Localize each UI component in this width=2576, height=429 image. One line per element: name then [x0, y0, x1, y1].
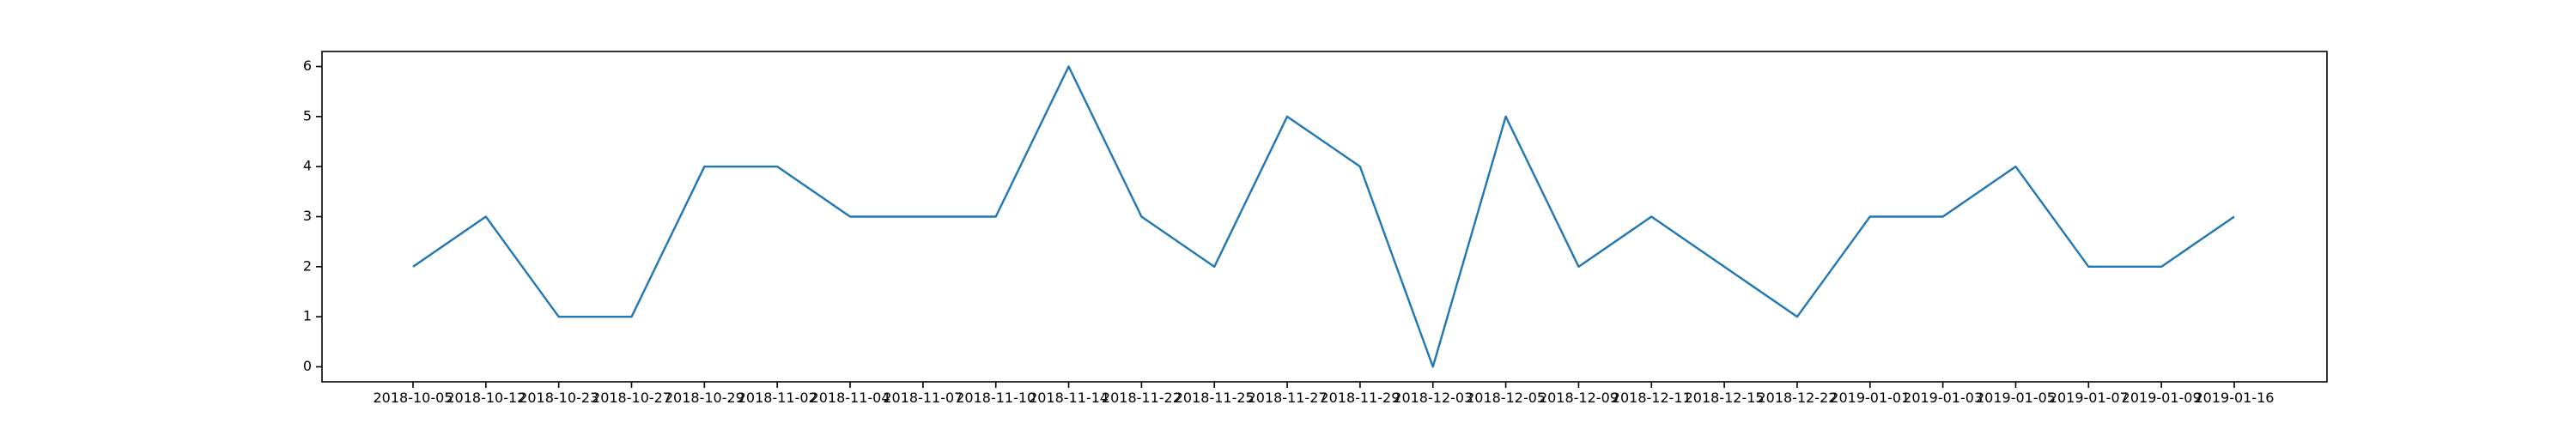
x-tick-label: 2018-12-11 — [1612, 390, 1692, 406]
y-tick-label: 1 — [303, 308, 312, 324]
x-tick-label: 2018-12-22 — [1757, 390, 1837, 406]
x-tick-label: 2018-11-27 — [1248, 390, 1327, 406]
plot-frame — [321, 51, 2328, 383]
x-tick-label: 2018-11-07 — [883, 390, 963, 406]
x-tick-label: 2018-10-05 — [374, 390, 453, 406]
x-tick-label: 2018-11-04 — [811, 390, 890, 406]
x-tick-label: 2019-01-01 — [1830, 390, 1910, 406]
x-tick-label: 2018-10-29 — [665, 390, 744, 406]
x-tick-label: 2019-01-05 — [1976, 390, 2056, 406]
series-line — [412, 65, 2235, 368]
x-tick-label: 2019-01-07 — [2049, 390, 2129, 406]
x-tick-label: 2018-12-03 — [1393, 390, 1473, 406]
y-axis: 0 1 2 3 4 5 6 — [303, 57, 322, 374]
x-tick-label: 2018-12-05 — [1466, 390, 1546, 406]
x-tick-label: 2018-10-12 — [446, 390, 526, 406]
y-tick-label: 6 — [303, 57, 312, 74]
x-tick-label: 2018-12-15 — [1685, 390, 1765, 406]
x-tick-label: 2018-11-10 — [956, 390, 1036, 406]
x-tick-label: 2018-11-14 — [1029, 390, 1109, 406]
x-tick-label: 2019-01-03 — [1903, 390, 1983, 406]
x-tick-label: 2018-11-25 — [1175, 390, 1255, 406]
x-tick-label: 2018-11-29 — [1320, 390, 1400, 406]
x-tick-label: 2019-01-16 — [2195, 390, 2275, 406]
y-tick-label: 3 — [303, 208, 312, 224]
x-tick-label: 2019-01-09 — [2122, 390, 2202, 406]
y-tick-label: 2 — [303, 257, 312, 274]
x-tick-label: 2018-11-02 — [738, 390, 817, 406]
x-tick-label: 2018-12-09 — [1539, 390, 1619, 406]
x-tick-label: 2018-11-22 — [1102, 390, 1182, 406]
x-tick-label: 2018-10-27 — [592, 390, 671, 406]
y-tick-label: 5 — [303, 107, 312, 124]
x-axis: 2018-10-052018-10-122018-10-232018-10-27… — [374, 382, 2275, 406]
y-tick-label: 0 — [303, 358, 312, 374]
y-tick-label: 4 — [303, 158, 312, 174]
x-tick-label: 2018-10-23 — [519, 390, 598, 406]
data-points — [412, 66, 2235, 367]
